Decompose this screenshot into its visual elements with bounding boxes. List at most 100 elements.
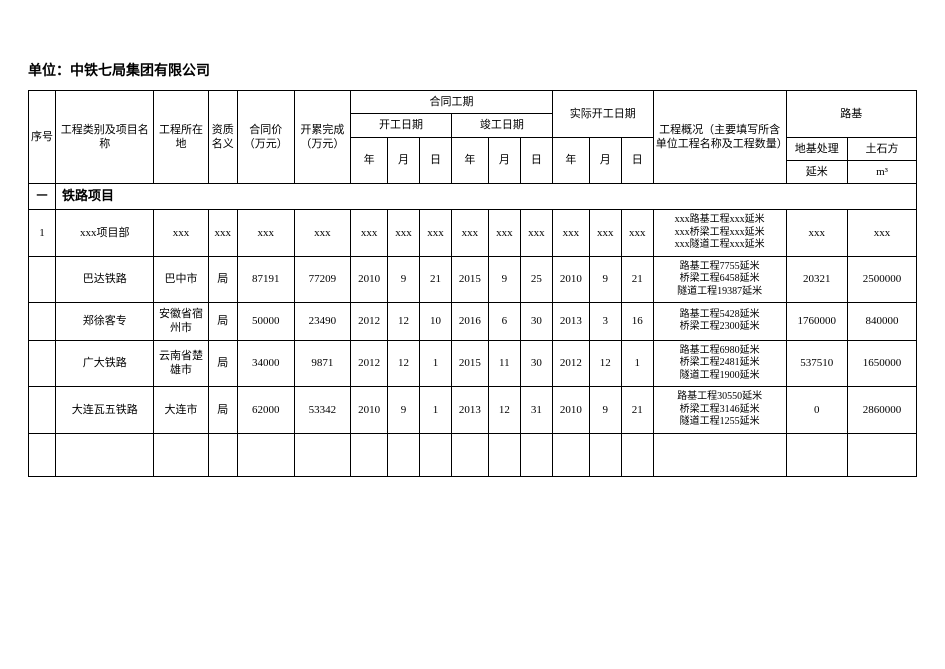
cell-amt: 34000 — [238, 340, 295, 387]
table-row: 大连瓦五铁路大连市局620005334220109120131231201092… — [29, 387, 917, 434]
cell-cs_y: xxx — [351, 210, 388, 257]
cell-sub2: 2500000 — [848, 256, 917, 303]
cell-ce_m: 6 — [488, 303, 520, 341]
table-row: 巴达铁路巴中市局8719177209201092120159252010921路… — [29, 256, 917, 303]
spacer-cell — [208, 433, 238, 476]
h-earth: 土石方 — [848, 137, 917, 160]
h-amt: 合同价（万元） — [238, 91, 295, 184]
cell-ce_d: 25 — [520, 256, 552, 303]
h-subgrade: 路基 — [786, 91, 916, 138]
cell-loc: 安徽省宿州市 — [154, 303, 208, 341]
cell-ce_d: 30 — [520, 340, 552, 387]
cell-as_m: xxx — [589, 210, 621, 257]
cell-as_d: 1 — [621, 340, 653, 387]
table-row: 广大铁路云南省楚雄市局34000987120121212015113020121… — [29, 340, 917, 387]
cell-as_y: xxx — [552, 210, 589, 257]
table-row: 1xxx项目部xxxxxxxxxxxxxxxxxxxxxxxxxxxxxxxxx… — [29, 210, 917, 257]
spacer-cell — [488, 433, 520, 476]
spacer-cell — [653, 433, 786, 476]
cell-sub2: xxx — [848, 210, 917, 257]
cell-seq: 1 — [29, 210, 56, 257]
cell-done: 77209 — [294, 256, 351, 303]
h-unit-yanmi: 延米 — [786, 160, 847, 183]
cell-seq — [29, 387, 56, 434]
h-seq: 序号 — [29, 91, 56, 184]
cell-cs_y: 2012 — [351, 303, 388, 341]
cell-ce_d: 31 — [520, 387, 552, 434]
h-name: 工程类别及项目名称 — [56, 91, 154, 184]
section-title: 铁路项目 — [56, 184, 917, 210]
spacer-cell — [351, 433, 388, 476]
cell-done: 9871 — [294, 340, 351, 387]
cell-desc: 路基工程6980延米桥梁工程2481延米隧道工程1900延米 — [653, 340, 786, 387]
cell-sub1: 20321 — [786, 256, 847, 303]
cell-cs_m: 9 — [388, 387, 420, 434]
cell-cs_y: 2010 — [351, 387, 388, 434]
cell-name: xxx项目部 — [56, 210, 154, 257]
cell-ce_d: 30 — [520, 303, 552, 341]
cell-seq — [29, 303, 56, 341]
cell-sub2: 1650000 — [848, 340, 917, 387]
cell-ce_m: xxx — [488, 210, 520, 257]
cell-as_y: 2013 — [552, 303, 589, 341]
spacer-cell — [238, 433, 295, 476]
cell-cs_m: 9 — [388, 256, 420, 303]
h-done: 开累完成（万元） — [294, 91, 351, 184]
cell-sub1: 537510 — [786, 340, 847, 387]
cell-cs_d: 21 — [420, 256, 452, 303]
h-ce-d: 日 — [520, 137, 552, 184]
cell-seq — [29, 340, 56, 387]
cell-name: 巴达铁路 — [56, 256, 154, 303]
cell-as_m: 3 — [589, 303, 621, 341]
cell-qual: 局 — [208, 340, 238, 387]
spacer-cell — [451, 433, 488, 476]
spacer-cell — [520, 433, 552, 476]
spacer-cell — [621, 433, 653, 476]
cell-as_d: xxx — [621, 210, 653, 257]
cell-ce_y: 2015 — [451, 256, 488, 303]
cell-qual: 局 — [208, 387, 238, 434]
cell-cs_d: 1 — [420, 340, 452, 387]
spacer-cell — [388, 433, 420, 476]
h-overview: 工程概况（主要填写所含单位工程名称及工程数量） — [653, 91, 786, 184]
h-ce-y: 年 — [451, 137, 488, 184]
cell-as_d: 21 — [621, 256, 653, 303]
cell-ce_m: 11 — [488, 340, 520, 387]
h-loc: 工程所在地 — [154, 91, 208, 184]
cell-desc: 路基工程30550延米桥梁工程3146延米隧道工程1255延米 — [653, 387, 786, 434]
cell-amt: 62000 — [238, 387, 295, 434]
cell-cs_d: xxx — [420, 210, 452, 257]
cell-cs_d: 1 — [420, 387, 452, 434]
cell-desc: xxx路基工程xxx延米xxx桥梁工程xxx延米xxx隧道工程xxx延米 — [653, 210, 786, 257]
cell-name: 大连瓦五铁路 — [56, 387, 154, 434]
h-ground: 地基处理 — [786, 137, 847, 160]
cell-ce_y: 2016 — [451, 303, 488, 341]
cell-ce_y: 2015 — [451, 340, 488, 387]
section-row: 一铁路项目 — [29, 184, 917, 210]
cell-as_m: 12 — [589, 340, 621, 387]
h-cs-d: 日 — [420, 137, 452, 184]
h-as-d: 日 — [621, 137, 653, 184]
h-unit-m3: m³ — [848, 160, 917, 183]
cell-as_d: 16 — [621, 303, 653, 341]
spacer-cell — [294, 433, 351, 476]
cell-seq — [29, 256, 56, 303]
cell-as_d: 21 — [621, 387, 653, 434]
cell-sub2: 2860000 — [848, 387, 917, 434]
spacer-cell — [56, 433, 154, 476]
cell-ce_m: 9 — [488, 256, 520, 303]
spacer-cell — [552, 433, 589, 476]
cell-desc: 路基工程7755延米桥梁工程6458延米隧道工程19387延米 — [653, 256, 786, 303]
cell-cs_d: 10 — [420, 303, 452, 341]
spacer-cell — [154, 433, 208, 476]
spacer-cell — [786, 433, 847, 476]
h-start-date: 开工日期 — [351, 114, 452, 137]
cell-sub1: xxx — [786, 210, 847, 257]
cell-done: xxx — [294, 210, 351, 257]
table-row: 郑徐客专安徽省宿州市局50000234902012121020166302013… — [29, 303, 917, 341]
cell-amt: 50000 — [238, 303, 295, 341]
spacer-cell — [589, 433, 621, 476]
cell-ce_y: xxx — [451, 210, 488, 257]
cell-as_y: 2012 — [552, 340, 589, 387]
cell-sub1: 1760000 — [786, 303, 847, 341]
